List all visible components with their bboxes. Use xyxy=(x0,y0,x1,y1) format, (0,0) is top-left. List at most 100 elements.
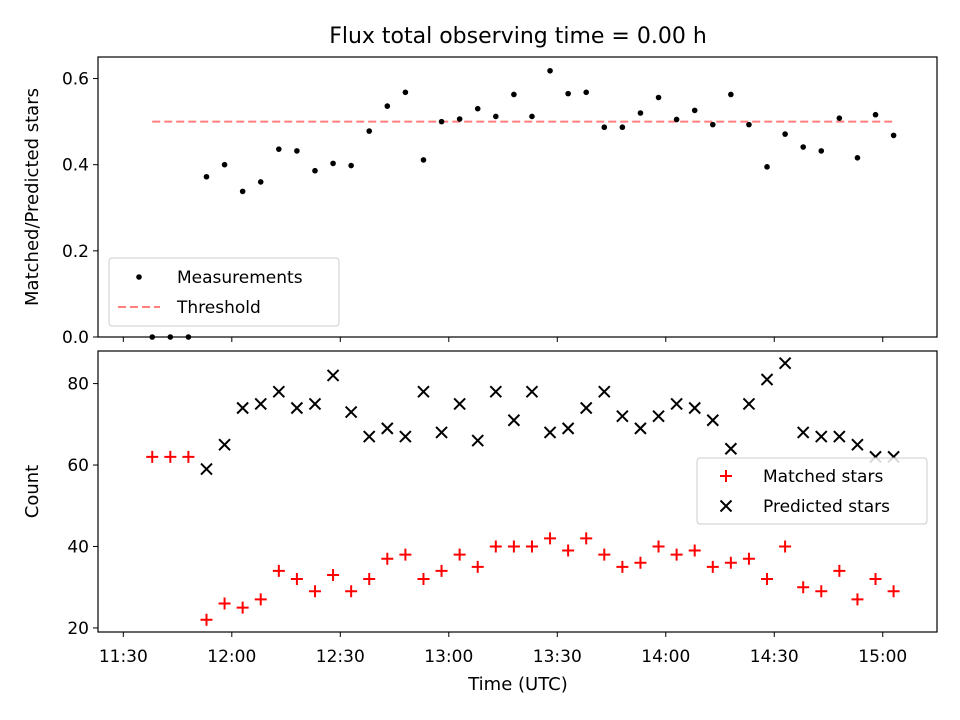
data-point xyxy=(420,157,427,163)
data-point xyxy=(366,128,373,134)
data-point xyxy=(547,67,553,74)
matched-stars-point xyxy=(381,552,394,565)
legend-label-matched: Matched stars xyxy=(763,467,883,487)
y-tick-label: 20 xyxy=(67,619,89,639)
matched-stars-point xyxy=(471,560,484,573)
y-axis-label: Matched/Predicted stars xyxy=(22,88,43,306)
y-tick-label: 0.4 xyxy=(62,156,89,176)
y-axis-label: Count xyxy=(22,465,43,518)
predicted-stars-point xyxy=(272,385,286,398)
predicted-stars-point xyxy=(652,409,665,423)
legend-label-threshold: Threshold xyxy=(176,298,261,318)
data-point xyxy=(438,118,445,125)
data-point xyxy=(637,110,644,116)
data-point xyxy=(330,160,336,167)
matched-stars-point xyxy=(146,450,159,463)
matched-stars-point xyxy=(507,540,520,553)
data-point xyxy=(402,89,409,96)
predicted-stars-point xyxy=(507,414,521,427)
legend-marker-measurements xyxy=(136,274,142,280)
predicted-stars-point xyxy=(417,385,430,398)
predicted-stars-point xyxy=(471,434,484,447)
predicted-stars-point xyxy=(706,414,719,427)
matched-stars-point xyxy=(254,593,267,606)
predicted-stars-point xyxy=(236,401,249,415)
legend-box xyxy=(696,457,928,525)
data-point xyxy=(257,179,264,185)
data-point xyxy=(565,90,571,97)
matched-stars-point xyxy=(525,540,538,553)
legend-marker-matched xyxy=(720,470,732,482)
predicted-stars-point xyxy=(543,426,557,439)
x-axis-label: Time (UTC) xyxy=(467,674,568,695)
matched-stars-point xyxy=(670,548,683,561)
data-point xyxy=(818,148,825,154)
predicted-stars-point xyxy=(561,422,575,435)
predicted-stars-point xyxy=(688,401,701,415)
predicted-stars-point xyxy=(616,409,629,423)
data-point xyxy=(474,105,481,112)
legend: Matched stars Predicted stars xyxy=(696,457,928,525)
y-tick-label: 80 xyxy=(67,375,89,395)
matched-stars-point xyxy=(544,532,557,545)
legend-box xyxy=(108,257,340,327)
matched-stars-point xyxy=(833,564,846,577)
matched-stars-point xyxy=(164,450,177,463)
chart-title: Flux total observing time = 0.00 h xyxy=(329,24,707,49)
matched-stars-point xyxy=(236,601,249,614)
matched-stars-point xyxy=(489,540,502,553)
x-tick-label: 11:30 xyxy=(99,647,148,667)
data-point xyxy=(800,144,806,150)
data-point xyxy=(221,161,228,168)
legend-label-measurements: Measurements xyxy=(177,268,303,288)
y-tick-label: 0.2 xyxy=(62,242,89,262)
legend-label-predicted: Predicted stars xyxy=(763,497,890,517)
matched-stars-point xyxy=(634,556,647,569)
legend: Measurements Threshold xyxy=(108,257,340,327)
x-tick-label: 14:00 xyxy=(641,647,690,667)
predicted-stars-point xyxy=(254,397,267,411)
predicted-stars-point xyxy=(200,462,213,476)
data-point xyxy=(728,91,734,98)
matched-stars-point xyxy=(724,556,737,569)
predicted-stars-point xyxy=(724,442,738,455)
data-point xyxy=(709,121,716,128)
matched-stars-point xyxy=(851,593,864,606)
matched-stars-point xyxy=(345,585,358,598)
matched-stars-point xyxy=(308,585,321,598)
data-point xyxy=(673,116,680,123)
data-point xyxy=(276,146,282,152)
data-point xyxy=(601,124,608,131)
predicted-stars-point xyxy=(796,426,810,439)
predicted-stars-point xyxy=(833,430,846,443)
data-point xyxy=(239,188,246,195)
matched-stars-point xyxy=(580,532,593,545)
data-point xyxy=(854,155,861,161)
data-point xyxy=(511,91,517,98)
predicted-stars-point xyxy=(218,438,231,451)
bottom-plot: 20 40 60 80 11:30 12:00 12:30 13:00 13:30 14:00 14… xyxy=(22,350,938,667)
predicted-stars-point xyxy=(453,397,466,411)
matched-stars-point xyxy=(453,548,466,561)
matched-stars-point xyxy=(218,597,231,610)
predicted-stars-point xyxy=(489,385,503,398)
data-point xyxy=(782,131,788,137)
predicted-stars-point xyxy=(290,401,304,415)
matched-stars-point xyxy=(869,573,882,586)
data-point xyxy=(529,113,535,120)
predicted-stars-point xyxy=(778,357,792,370)
legend-marker-predicted xyxy=(719,499,733,513)
matched-stars-point xyxy=(815,585,828,598)
matched-stars-point xyxy=(363,573,376,586)
x-tick-label: 12:30 xyxy=(316,647,365,667)
predicted-stars-point xyxy=(815,430,828,443)
data-point xyxy=(746,121,752,128)
predicted-stars-point xyxy=(634,422,647,435)
y-tick-label: 40 xyxy=(67,537,89,557)
top-plot: 0.0 0.2 0.4 0.6 Matched/Predicted stars Measu… xyxy=(22,56,938,348)
data-point xyxy=(691,107,698,114)
matched-stars-point xyxy=(562,544,575,557)
matched-stars-point xyxy=(887,585,900,598)
data-point xyxy=(872,111,879,118)
